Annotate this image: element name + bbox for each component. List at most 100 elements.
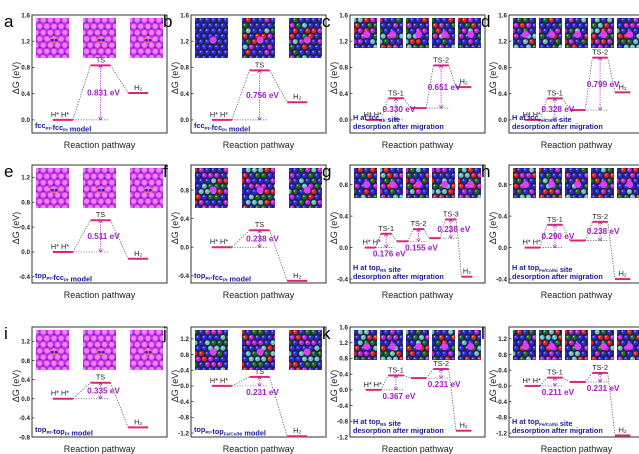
model-label: H at fccFe/Co/Ni site xyxy=(512,113,572,124)
pt-atom xyxy=(163,55,168,60)
atom-highlight xyxy=(215,173,217,176)
barrier-value: 0.238 eV xyxy=(587,227,620,236)
atom-highlight xyxy=(246,190,249,192)
model-text: fcc xyxy=(212,123,223,132)
pt-atom xyxy=(120,36,125,41)
atom-highlight xyxy=(299,362,302,365)
atom-highlight xyxy=(231,363,233,365)
atom-highlight xyxy=(457,51,459,53)
y-tick-label: 0.4 xyxy=(180,368,189,375)
hollow-site xyxy=(42,202,45,205)
atom-highlight xyxy=(582,18,584,21)
hea-atom xyxy=(357,28,363,34)
atom-highlight xyxy=(358,179,361,181)
atom-highlight xyxy=(527,23,529,26)
pt-atom xyxy=(83,168,86,173)
hollow-site xyxy=(107,196,110,199)
atom-highlight xyxy=(449,18,451,21)
hollow-site xyxy=(139,33,142,36)
hea-atom xyxy=(565,189,568,195)
atom-highlight xyxy=(253,212,255,214)
hea-atom xyxy=(399,183,403,189)
hea-atom xyxy=(483,194,488,199)
hea-atom xyxy=(308,22,314,28)
model-label: desorption after migration xyxy=(353,272,444,281)
hea-atom xyxy=(529,28,535,34)
hollow-site xyxy=(136,202,139,205)
hea-atom xyxy=(201,33,207,39)
atom-highlight xyxy=(312,18,314,21)
atom-highlight xyxy=(631,195,633,198)
atom-highlight xyxy=(206,374,208,376)
pt-atom xyxy=(124,174,129,179)
hollow-site xyxy=(136,352,139,354)
pt-atom xyxy=(120,180,125,185)
atom-highlight xyxy=(514,184,517,187)
atom-highlight xyxy=(361,357,364,360)
hollow-site xyxy=(110,177,113,180)
hea-atom xyxy=(264,49,270,55)
hollow-site xyxy=(89,177,92,180)
hea-atom xyxy=(578,44,583,48)
hea-atom xyxy=(236,194,241,199)
hea-atom xyxy=(633,39,639,45)
atom-highlight xyxy=(289,363,290,365)
pt-atom xyxy=(120,17,125,22)
atom-highlight xyxy=(634,168,636,171)
hollow-site xyxy=(122,46,124,48)
model-text: top xyxy=(35,271,47,280)
atom-highlight xyxy=(381,357,384,360)
model-text: site xyxy=(558,265,573,274)
atom-highlight xyxy=(255,206,258,208)
hea-atom xyxy=(449,50,454,55)
atom-highlight xyxy=(459,34,462,37)
hollow-site xyxy=(161,46,163,49)
atom-highlight xyxy=(634,29,636,31)
atom-highlight xyxy=(195,18,196,20)
atom-highlight xyxy=(462,40,465,42)
pt-atom xyxy=(59,373,64,378)
pt-atom xyxy=(124,361,129,366)
atom-highlight xyxy=(278,341,280,343)
atom-highlight xyxy=(212,50,214,53)
atom-highlight xyxy=(618,45,621,48)
hea-atom xyxy=(293,61,298,66)
pt-atom xyxy=(109,204,115,208)
atom-highlight xyxy=(246,362,249,365)
atom-highlight xyxy=(306,374,308,376)
atom-highlight xyxy=(605,173,607,176)
hea-atom xyxy=(354,22,360,28)
hollow-site xyxy=(53,196,55,199)
pt-atom xyxy=(160,211,165,216)
atom-highlight xyxy=(234,29,236,31)
hea-atom xyxy=(295,205,301,208)
atom-highlight xyxy=(459,195,462,198)
hea-atom xyxy=(516,18,522,23)
model-subscript: Pt xyxy=(65,432,70,437)
atom-highlight xyxy=(259,29,261,31)
hea-atom xyxy=(371,50,376,55)
atom-highlight xyxy=(423,51,425,53)
atom-highlight xyxy=(318,200,321,203)
atom-highlight xyxy=(196,206,199,208)
atom-highlight xyxy=(588,19,590,21)
hea-atom xyxy=(261,22,267,28)
pt-atom xyxy=(124,199,129,204)
pt-atom xyxy=(156,341,162,348)
atom-highlight xyxy=(426,195,428,198)
atom-highlight xyxy=(281,56,283,58)
ts-label: TS-2 xyxy=(592,212,608,221)
hea-atom xyxy=(454,50,459,55)
hollow-site xyxy=(139,183,142,186)
model-text: site xyxy=(557,115,572,124)
atom-highlight xyxy=(321,336,322,338)
hea-atom xyxy=(363,39,369,45)
atom-highlight xyxy=(575,18,578,21)
hea-atom xyxy=(604,22,609,28)
hea-atom xyxy=(620,18,626,23)
atom-highlight xyxy=(407,357,410,360)
hea-atom xyxy=(311,189,317,195)
atom-highlight xyxy=(562,51,564,53)
atom-highlight xyxy=(243,357,246,360)
hollow-site xyxy=(147,46,149,49)
